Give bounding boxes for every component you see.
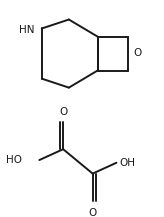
Text: O: O — [89, 207, 97, 217]
Text: OH: OH — [120, 158, 136, 168]
Text: HN: HN — [19, 25, 34, 35]
Text: O: O — [59, 107, 67, 117]
Text: HO: HO — [6, 155, 22, 165]
Text: O: O — [134, 48, 142, 58]
